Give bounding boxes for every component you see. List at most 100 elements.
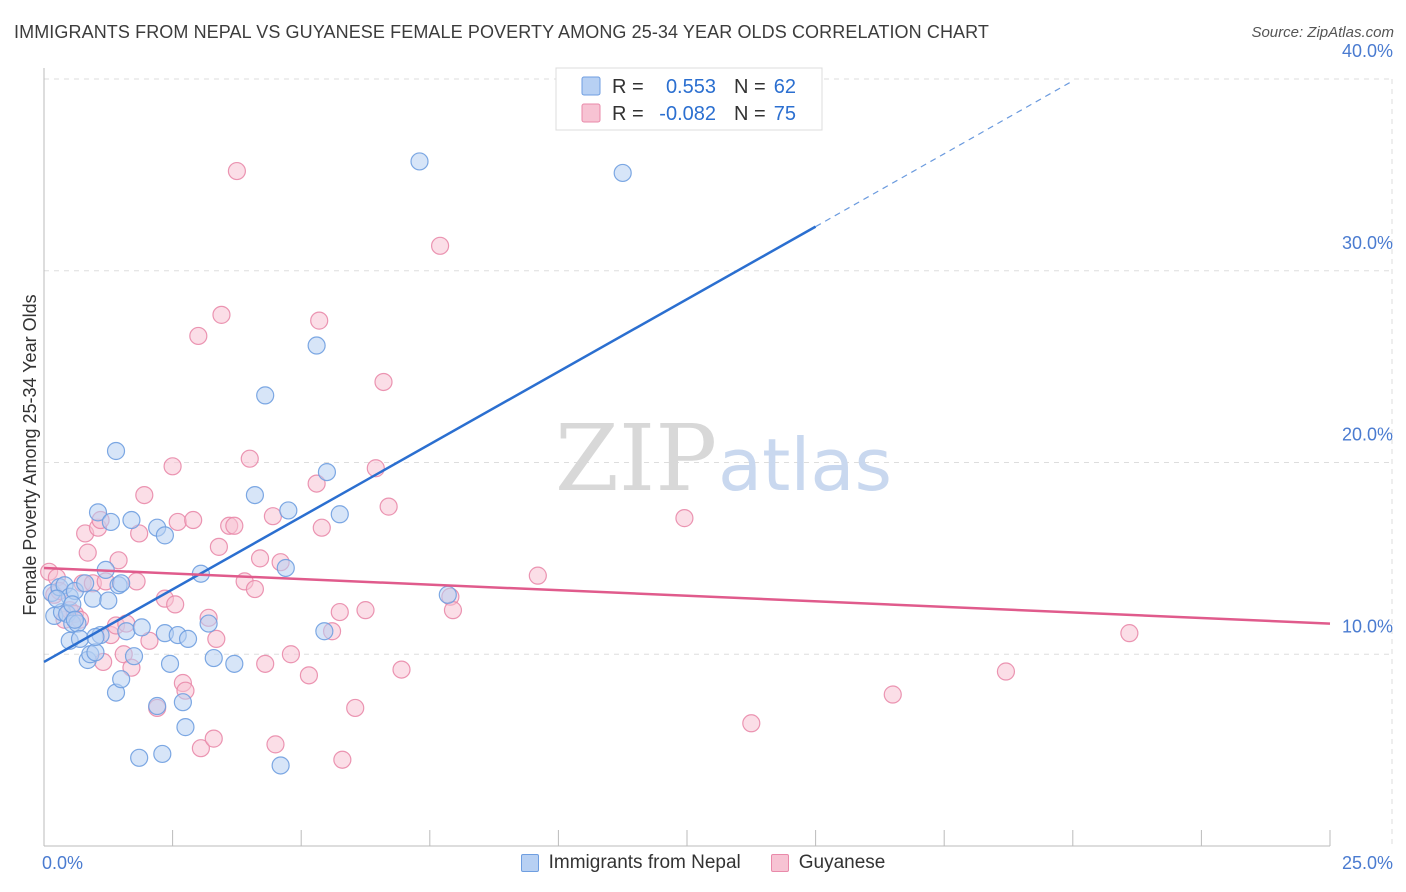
guyanese-point — [184, 510, 203, 530]
guyanese-point — [163, 457, 182, 476]
nepal-point — [256, 386, 275, 405]
y-tick-label: 40.0% — [1342, 41, 1393, 61]
legend-n-value-nepal: 62 — [774, 76, 796, 98]
nepal-point — [271, 756, 290, 775]
nepal-point — [106, 441, 126, 461]
legend-item-nepal[interactable]: Immigrants from Nepal — [520, 852, 741, 874]
nepal-trend-extension — [815, 80, 1074, 228]
nepal-point — [101, 512, 120, 532]
legend-r-value-guyanese: -0.082 — [659, 103, 716, 125]
nepal-point — [225, 654, 244, 673]
nepal-point — [122, 510, 141, 530]
legend-swatch-nepal — [581, 76, 601, 96]
legend-n-value-guyanese: 75 — [774, 103, 796, 125]
x-tick-label-start: 0.0% — [42, 853, 83, 873]
nepal-point — [204, 648, 223, 668]
guyanese-point — [191, 739, 210, 758]
guyanese-point — [392, 660, 411, 679]
nepal-point — [148, 696, 167, 716]
y-tick-label: 30.0% — [1342, 233, 1393, 253]
nepal-point — [155, 526, 174, 545]
guyanese-point — [209, 537, 228, 556]
nepal-point — [83, 589, 102, 608]
guyanese-point — [379, 497, 398, 516]
guyanese-point — [443, 601, 463, 620]
guyanese-point — [356, 601, 375, 620]
nepal-point — [613, 163, 632, 183]
nepal-point — [330, 505, 349, 524]
trend-lines — [43, 80, 1331, 664]
legend-item-guyanese[interactable]: Guyanese — [770, 852, 885, 874]
guyanese-point — [374, 372, 393, 392]
source-label: Source: ZipAtlas.com — [1251, 24, 1394, 41]
guyanese-point — [996, 662, 1016, 681]
chart-title: IMMIGRANTS FROM NEPAL VS GUYANESE FEMALE… — [14, 22, 990, 42]
guyanese-point — [1120, 624, 1139, 643]
guyanese-trend-line — [43, 566, 1331, 625]
nepal-point — [124, 647, 144, 666]
guyanese-point — [346, 698, 365, 718]
x-tick-label-end: 25.0% — [1342, 853, 1393, 873]
guyanese-point — [212, 305, 231, 324]
nepal-point — [117, 622, 136, 641]
nepal-point — [276, 558, 295, 578]
legend-swatch-guyanese-bottom — [770, 854, 789, 872]
nepal-point — [76, 574, 95, 593]
guyanese-point — [130, 524, 149, 543]
guyanese-point — [78, 543, 97, 562]
nepal-point — [315, 622, 334, 641]
nepal-point — [438, 585, 457, 604]
guyanese-point — [109, 551, 128, 570]
nepal-point — [47, 589, 66, 608]
nepal-point — [245, 485, 265, 505]
guyanese-point — [310, 311, 329, 330]
legend-r-label-nepal: R = — [612, 76, 644, 98]
nepal-point — [112, 574, 131, 593]
y-tick-label: 20.0% — [1342, 425, 1393, 445]
legend-n-label-nepal: N = — [734, 76, 766, 98]
guyanese-point — [140, 631, 159, 650]
nepal-point — [99, 591, 118, 610]
guyanese-point — [225, 516, 244, 535]
y-axis-title: Female Poverty Among 25-34 Year Olds — [20, 294, 40, 615]
y-tick-label: 10.0% — [1342, 616, 1393, 636]
legend-n-label-guyanese: N = — [734, 103, 766, 125]
nepal-point — [65, 610, 84, 629]
guyanese-point — [204, 729, 223, 748]
axis-layer — [43, 68, 1331, 847]
nepal-point — [132, 618, 151, 637]
legend-label-nepal: Immigrants from Nepal — [548, 852, 741, 873]
correlation-legend: R = 0.553 N = 62 R = -0.082 N = 75 — [555, 67, 823, 131]
watermark-zip: ZIP — [555, 405, 717, 512]
nepal-point — [178, 629, 198, 649]
guyanese-point — [168, 512, 187, 532]
nepal-point — [173, 693, 192, 712]
nepal-point — [317, 462, 337, 482]
guyanese-point — [240, 449, 259, 468]
guyanese-point — [135, 485, 154, 505]
watermark: ZIP atlas — [555, 405, 892, 512]
guyanese-point — [675, 509, 694, 528]
nepal-point — [112, 670, 131, 689]
nepal-points — [42, 152, 632, 775]
guyanese-point — [307, 474, 326, 493]
guyanese-point — [330, 602, 349, 622]
tick-labels: 10.0% 20.0% 30.0% 40.0% 0.0% 25.0% — [42, 41, 1393, 873]
nepal-point — [88, 503, 108, 522]
legend-swatch-nepal-bottom — [520, 854, 539, 872]
guyanese-point — [127, 572, 146, 591]
nepal-point — [130, 748, 149, 767]
nepal-point — [279, 501, 298, 520]
guyanese-point — [528, 566, 547, 585]
nepal-trend-line — [43, 225, 817, 664]
guyanese-point — [266, 735, 285, 754]
guyanese-point — [312, 518, 331, 537]
nepal-point — [86, 643, 105, 662]
guyanese-point — [430, 236, 450, 255]
nepal-point — [307, 336, 326, 355]
legend-swatch-guyanese — [581, 103, 601, 123]
guyanese-point — [207, 629, 226, 649]
legend-r-label-guyanese: R = — [612, 103, 644, 125]
guyanese-point — [883, 685, 902, 704]
